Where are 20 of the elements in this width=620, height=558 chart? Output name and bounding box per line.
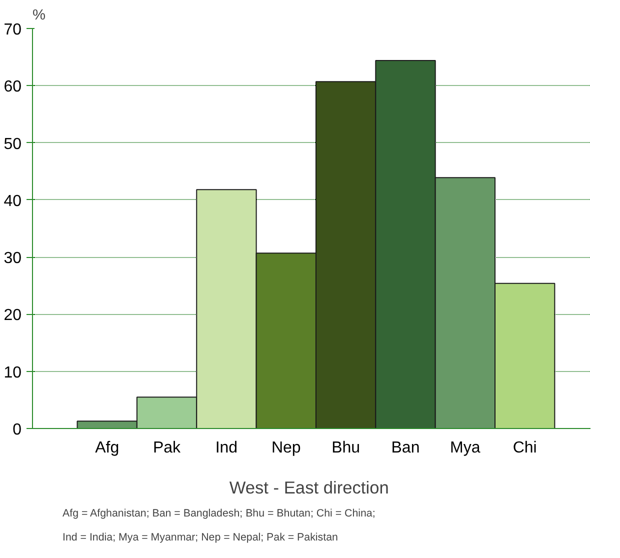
- text: Ind = India; Mya = Myanmar; Nep = Nepal; Pak = Pakistan: [62, 532, 338, 544]
- y-tick-label: 70: [4, 22, 22, 38]
- y-tick-label: 20: [4, 307, 22, 324]
- x-tick-label: Ind: [215, 440, 238, 456]
- y-tick-label: 10: [4, 364, 22, 382]
- x-tick-label: Nep: [271, 440, 301, 456]
- y-tick-label: 30: [4, 250, 22, 268]
- y-tick-label: 40: [4, 192, 22, 210]
- y-tick-label: 60: [4, 78, 22, 96]
- x-tick-label: Bhu: [332, 440, 360, 456]
- y-tick-label: 0: [12, 422, 22, 438]
- y-tick-label: 50: [4, 136, 22, 153]
- x-tick-label: Chi: [512, 440, 537, 456]
- x-tick-label: Afg: [95, 440, 120, 456]
- x-axis-title: West - East direction: [229, 478, 389, 498]
- x-tick-label: Pak: [152, 440, 182, 456]
- x-tick-label: Mya: [450, 440, 480, 456]
- x-tick-label: Ban: [391, 440, 420, 456]
- text: Afg = Afghanistan; Ban = Bangladesh; Bhu = Bhutan; Chi = China;: [62, 508, 376, 520]
- y-axis-title: %: [32, 8, 46, 24]
